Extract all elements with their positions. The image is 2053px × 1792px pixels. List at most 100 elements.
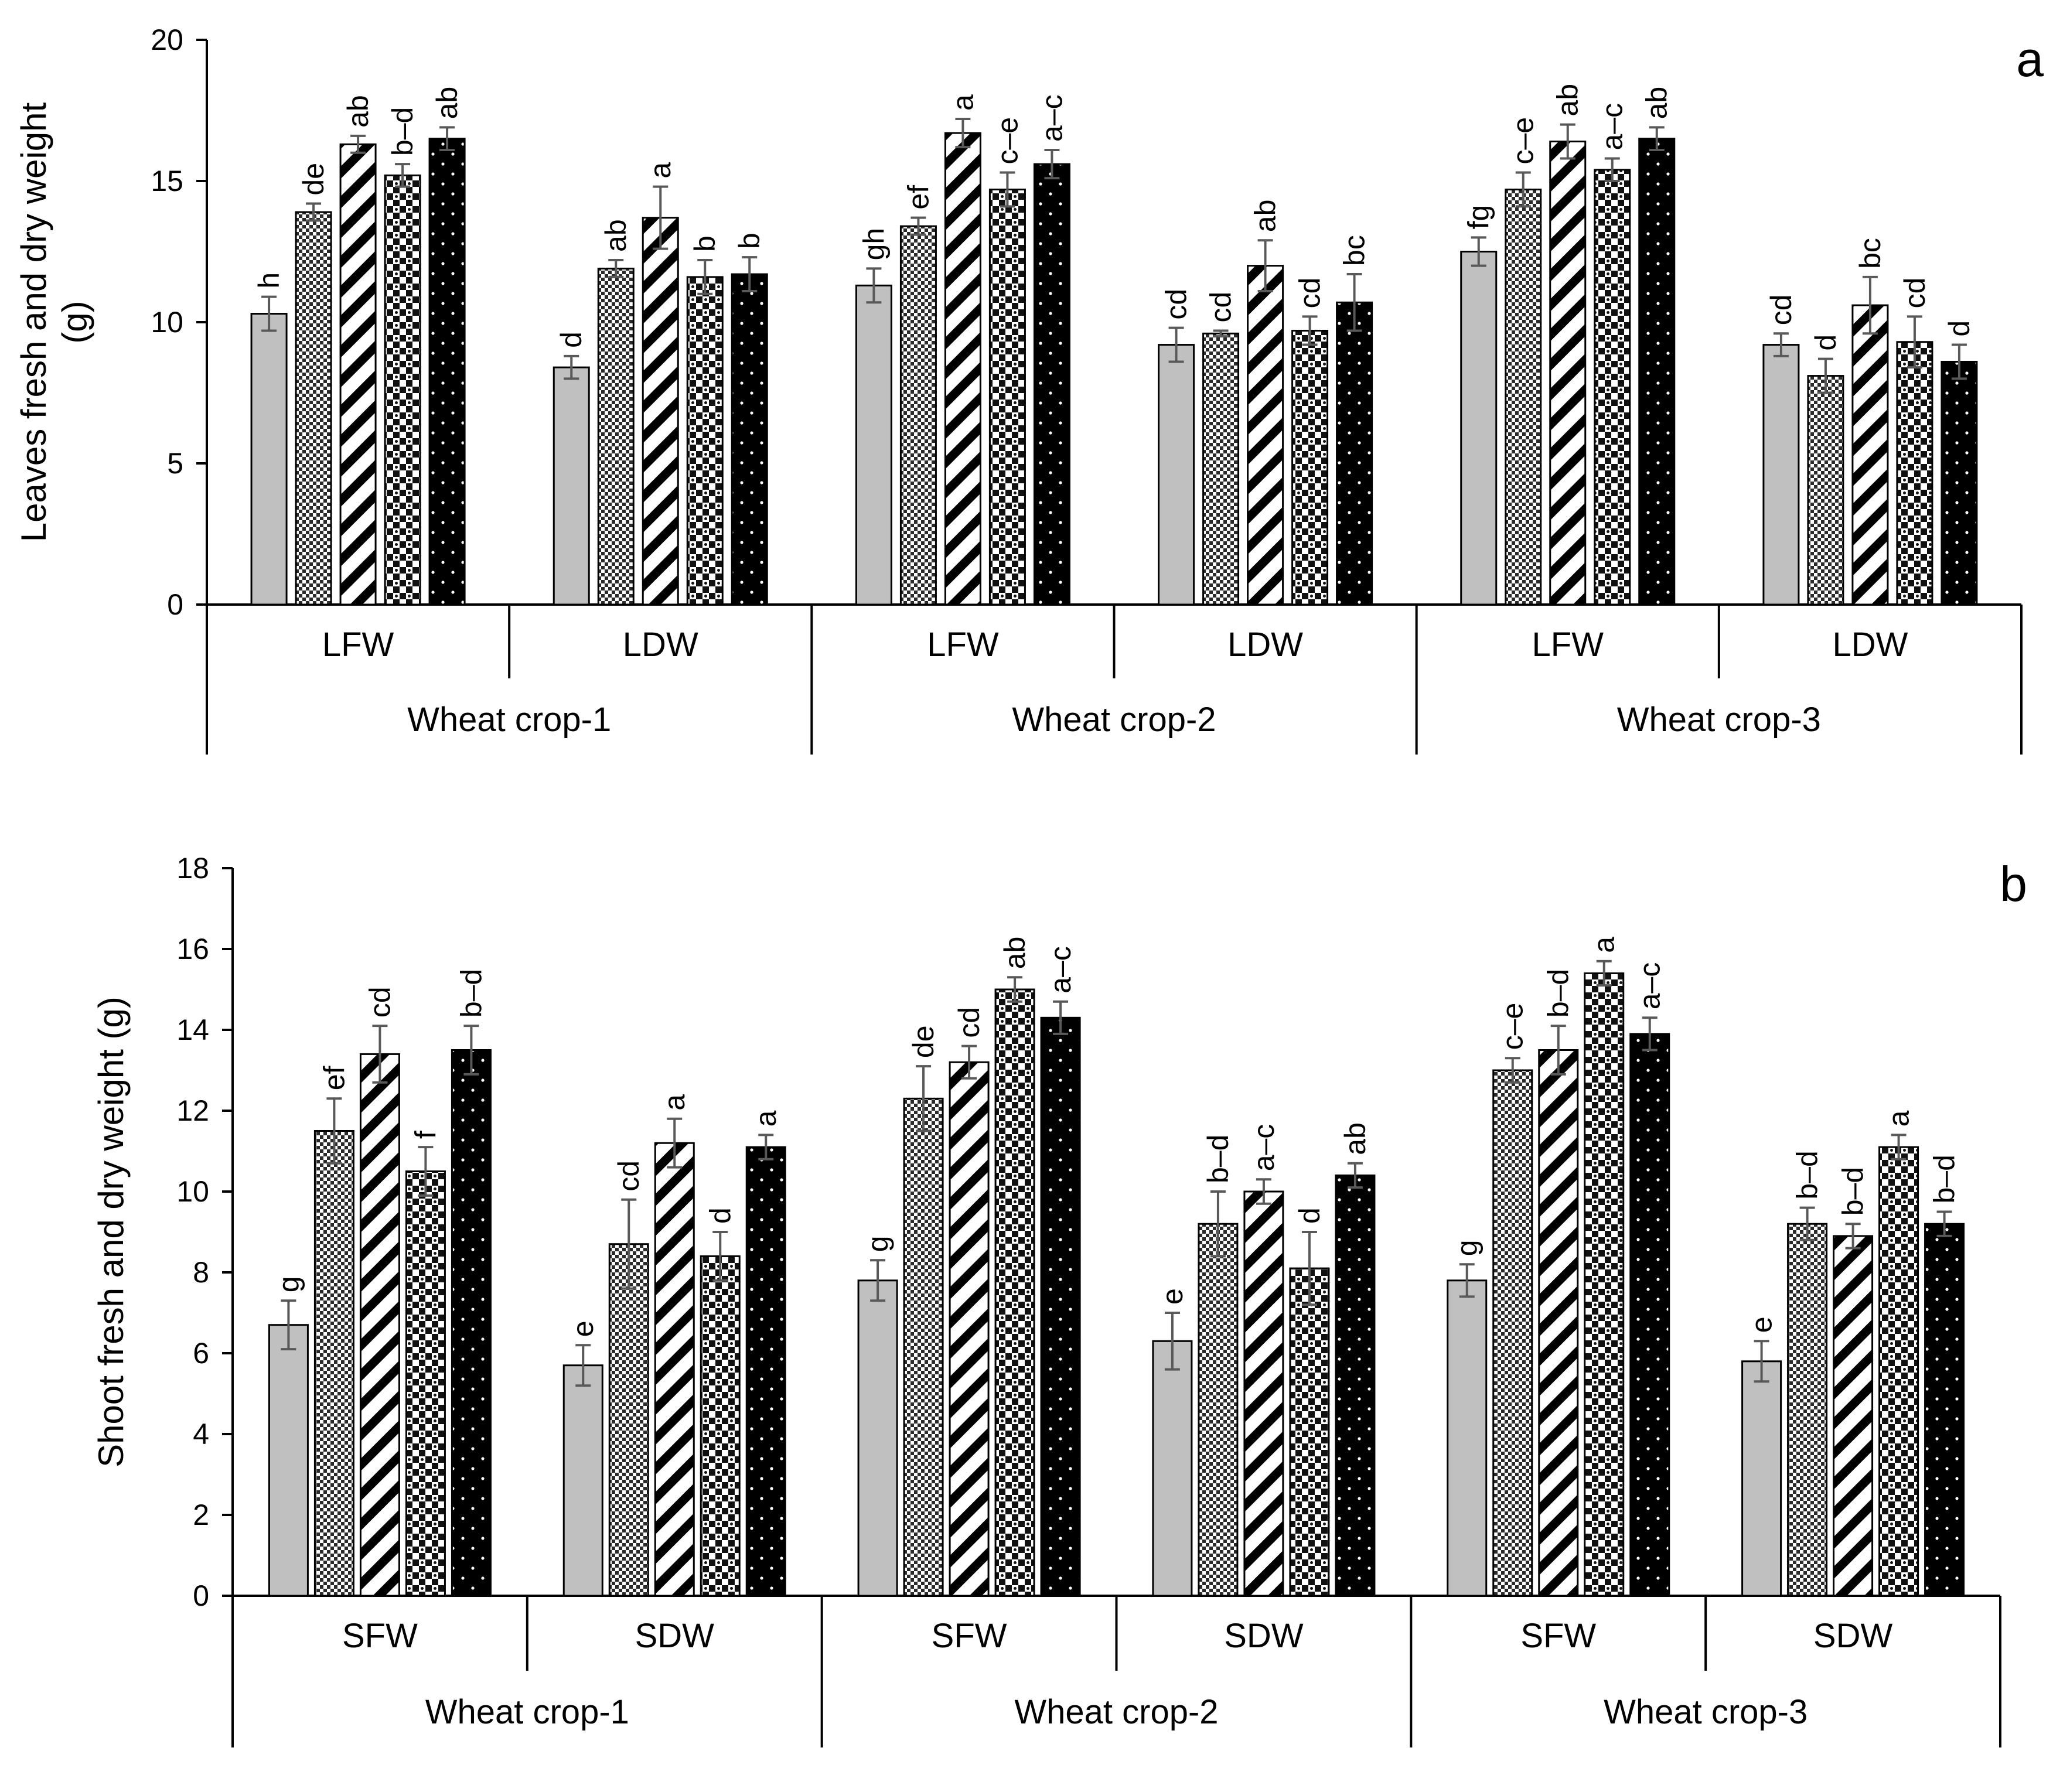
panel-b-bar (1040, 1016, 1081, 1597)
panel-a-bar (1505, 188, 1542, 606)
panel-b-bar (994, 988, 1035, 1597)
panel-a-chart: 0 5 10 15 20 LFW LDW LFW LDW LFW LDW Wheat crop-1 Wh… (14, 23, 2044, 755)
panel-a-bar (988, 188, 1026, 606)
panel-b-y-tick-label: 4 (193, 1418, 209, 1450)
panel-a-y-axis-title: (g) (55, 301, 94, 343)
panel-b-bar (1152, 1340, 1193, 1597)
panel-a-y-tick-label: 15 (151, 165, 183, 197)
panel-b-bar (1584, 972, 1625, 1597)
panel-b-bar (1198, 1223, 1239, 1597)
panel-b-significance-label: c–e (1496, 1003, 1529, 1050)
panel-a-subgroup-label: LDW (623, 626, 698, 664)
panel-a-bar (428, 138, 466, 606)
panel-b-group-label: Wheat crop-1 (425, 1693, 629, 1731)
panel-a-bar (597, 267, 635, 606)
panel-b-significance-label: b–d (1928, 1155, 1961, 1203)
panel-b-y-tick-label: 8 (193, 1256, 209, 1289)
panel-b-subgroup-label: SDW (1813, 1617, 1893, 1655)
panel-a-subgroup-label: LDW (1227, 626, 1303, 664)
panel-b-significance-label: a–c (1247, 1124, 1280, 1172)
panel-a-bar (642, 217, 679, 606)
panel-a-bar (1807, 375, 1844, 606)
panel-b-significance-label: ab (1339, 1122, 1372, 1155)
panel-a-bar (1549, 141, 1587, 606)
panel-b-significance-label: b–d (455, 969, 487, 1018)
panel-b-bar (1538, 1049, 1579, 1597)
panel-a-significance-label: a–c (1596, 103, 1629, 151)
panel-b-bar (745, 1146, 786, 1597)
panel-a-bar (1202, 332, 1240, 606)
panel-a-bar (295, 211, 332, 606)
panel-b-y-tick-label: 12 (176, 1094, 209, 1127)
panel-a-y-tick-label: 5 (167, 447, 183, 480)
panel-b-subgroup-label: SFW (932, 1617, 1007, 1655)
panel-b-group-label: Wheat crop-2 (1014, 1693, 1218, 1731)
panel-a-significance-label: d (555, 332, 588, 348)
panel-a-significance-label: a–c (1035, 94, 1068, 142)
panel-a-significance-label: bc (1854, 238, 1887, 269)
panel-b-bar (268, 1324, 309, 1597)
panel-b-significance-label: a (658, 1094, 691, 1111)
panel-b-significance-label: cd (363, 987, 396, 1018)
panel-b-significance-label: a (1883, 1110, 1915, 1127)
panel-b-subgroup-label: SFW (1520, 1617, 1596, 1655)
panel-a-significance-label: c–e (991, 117, 1024, 165)
panel-b-y-tick-label: 10 (176, 1175, 209, 1208)
panel-b-significance-label: de (907, 1025, 940, 1058)
panel-a-bar (1896, 341, 1933, 606)
panel-a-group-label: Wheat crop-1 (407, 701, 611, 739)
panel-b-significance-label: d (704, 1207, 736, 1224)
panel-a-bar (899, 225, 937, 606)
panel-a-bar (1158, 344, 1195, 606)
panel-b-significance-label: ab (998, 937, 1031, 970)
panel-b-bar (359, 1053, 400, 1597)
panel-b-subgroup-label: SDW (635, 1617, 715, 1655)
panel-a-significance-label: ab (1641, 87, 1673, 120)
panel-a-significance-label: cd (1765, 294, 1798, 325)
panel-b-bar (1447, 1279, 1488, 1597)
panel-a-significance-label: b (733, 233, 766, 249)
panel-a-subgroup-label: LFW (322, 626, 394, 664)
panel-a-significance-label: b–d (386, 107, 419, 156)
panel-b-bar (1924, 1223, 1965, 1597)
panel-a-bar (1594, 169, 1631, 606)
panel-b-y-tick-label: 2 (193, 1499, 209, 1531)
panel-a-y-tick-label: 20 (151, 23, 183, 56)
panel-a-bar (1851, 304, 1889, 606)
panel-a-bar (250, 313, 288, 606)
panel-b-bar (1335, 1174, 1376, 1597)
panel-a-group-label: Wheat crop-2 (1012, 701, 1216, 739)
panel-a-bar (1762, 344, 1800, 606)
panel-a-bar (553, 366, 590, 606)
panel-a-subgroup-label: LFW (927, 626, 999, 664)
panel-b-significance-label: d (1293, 1207, 1326, 1224)
panel-a-significance-label: d (1943, 320, 1976, 337)
panel-a-significance-label: cd (1160, 289, 1193, 320)
panel-a-significance-label: ab (431, 87, 463, 120)
panel-a-significance-label: gh (857, 228, 890, 261)
panel-a-significance-label: ab (1249, 200, 1282, 233)
panel-a-significance-label: a (946, 94, 979, 111)
panel-a-y-tick-label: 10 (151, 306, 183, 339)
panel-b-bar (1833, 1235, 1874, 1597)
panel-b-y-tick-label: 6 (193, 1337, 209, 1370)
panel-b-bar (451, 1049, 492, 1597)
panel-b-bar (857, 1279, 898, 1597)
panel-b-significance-label: a–c (1633, 962, 1666, 1010)
panel-a-significance-label: bc (1338, 235, 1371, 266)
panel-b-significance-label: ef (318, 1066, 350, 1090)
panel-a-significance-label: c–e (1507, 117, 1540, 165)
panel-b-y-axis-title: Shoot fresh and dry weight (g) (91, 996, 131, 1467)
panel-a-significance-label: a (644, 162, 677, 179)
panel-b-significance-label: g (272, 1276, 305, 1292)
panel-a-group-label: Wheat crop-3 (1617, 701, 1821, 739)
panel-a-bar (1033, 163, 1070, 606)
panel-a-bar (1941, 360, 1978, 606)
panel-b-bar (1741, 1360, 1782, 1597)
panel-b-bar (562, 1364, 603, 1597)
panel-a-significance-label: cd (1898, 278, 1931, 309)
panel-b-bar (313, 1130, 354, 1597)
panel-a-panel-letter: a (2016, 32, 2044, 87)
panel-b-bar (654, 1142, 695, 1597)
